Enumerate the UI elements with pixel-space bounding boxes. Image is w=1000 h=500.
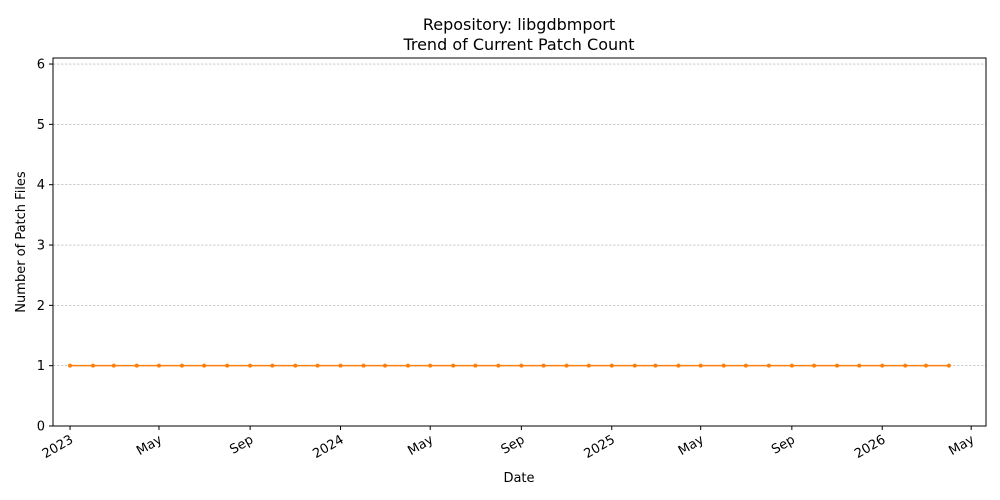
data-point: [156, 363, 161, 368]
series-layer: [68, 363, 951, 368]
data-point: [564, 363, 569, 368]
x-tick-label: Sep: [499, 432, 528, 457]
data-point: [111, 363, 116, 368]
data-point: [632, 363, 637, 368]
y-tick-label: 1: [37, 359, 45, 374]
data-point: [835, 363, 840, 368]
data-point: [248, 363, 253, 368]
x-tick-label: 2024: [310, 432, 346, 462]
data-point: [405, 363, 410, 368]
y-axis: 0 1 2 3 4 5 6: [37, 58, 53, 435]
data-point: [721, 363, 726, 368]
y-tick-label: 0: [37, 420, 45, 435]
data-point: [473, 363, 478, 368]
gridlines: [53, 63, 986, 427]
x-tick-label: May: [405, 432, 436, 459]
data-point: [743, 363, 748, 368]
data-point: [361, 363, 366, 368]
data-point: [519, 363, 524, 368]
data-point: [451, 363, 456, 368]
x-tick-label: 2023: [40, 432, 76, 462]
y-tick-label: 5: [37, 118, 45, 133]
data-point: [134, 363, 139, 368]
data-point: [315, 363, 320, 368]
data-point: [609, 363, 614, 368]
data-point: [202, 363, 207, 368]
y-tick-label: 4: [37, 178, 45, 193]
data-point: [338, 363, 343, 368]
x-tick-label: May: [946, 432, 977, 459]
data-point: [586, 363, 591, 368]
data-point: [91, 363, 96, 368]
x-axis: 2023 May Sep 2024 May Sep 2025 May Sep 2026 May: [40, 426, 977, 462]
data-point: [880, 363, 885, 368]
data-point: [766, 363, 771, 368]
data-point: [225, 363, 230, 368]
data-point: [293, 363, 298, 368]
data-point: [676, 363, 681, 368]
data-point: [698, 363, 703, 368]
data-point: [903, 363, 908, 368]
data-point: [179, 363, 184, 368]
data-point: [428, 363, 433, 368]
x-tick-label: 2026: [852, 432, 888, 462]
data-point: [946, 363, 951, 368]
data-point: [857, 363, 862, 368]
data-point: [496, 363, 501, 368]
chart-subtitle: Trend of Current Patch Count: [402, 35, 634, 54]
data-point: [812, 363, 817, 368]
data-point: [789, 363, 794, 368]
data-point: [68, 363, 73, 368]
y-axis-label: Number of Patch Files: [14, 171, 29, 313]
x-tick-label: 2025: [582, 432, 618, 462]
y-tick-label: 3: [37, 239, 45, 254]
y-tick-label: 6: [37, 58, 45, 73]
x-tick-label: May: [134, 432, 165, 459]
data-point: [382, 363, 387, 368]
x-tick-label: May: [676, 432, 707, 459]
data-point: [270, 363, 275, 368]
data-point: [653, 363, 658, 368]
chart-title: Repository: libgdbmport: [423, 15, 615, 34]
data-point: [541, 363, 546, 368]
data-point: [923, 363, 928, 368]
x-axis-label: Date: [503, 471, 534, 486]
y-tick-label: 2: [37, 299, 45, 314]
plot-frame: [52, 57, 987, 427]
x-tick-label: Sep: [769, 432, 798, 457]
x-tick-label: Sep: [227, 432, 256, 457]
